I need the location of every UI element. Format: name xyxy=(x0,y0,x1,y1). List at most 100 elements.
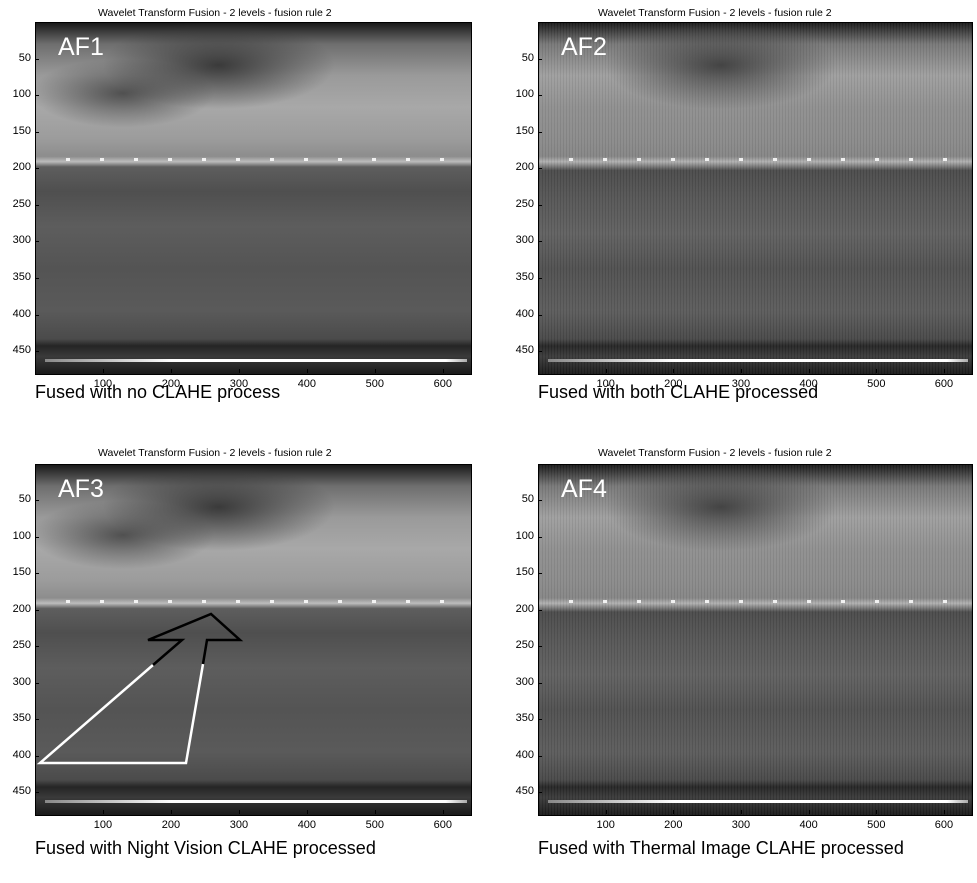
y-tick-label: 50 xyxy=(521,493,534,506)
y-tick-mark xyxy=(35,58,39,60)
y-tick-label: 450 xyxy=(12,344,31,357)
y-tick-label: 150 xyxy=(12,566,31,579)
y-tick-label: 400 xyxy=(12,748,31,761)
panel-title: Wavelet Transform Fusion - 2 levels - fu… xyxy=(598,7,832,19)
y-tick-label: 450 xyxy=(12,785,31,798)
x-tick-label: 600 xyxy=(934,378,954,390)
x-tick-label: 400 xyxy=(799,819,818,831)
y-tick-mark xyxy=(35,536,39,538)
x-tick-mark xyxy=(740,369,742,373)
x-tick-label: 400 xyxy=(799,378,818,390)
fused-image: AF4 xyxy=(538,464,973,816)
x-tick-label: 100 xyxy=(93,378,113,390)
y-tick-label: 300 xyxy=(12,675,31,688)
x-tick-mark xyxy=(238,369,240,373)
y-tick-mark xyxy=(538,168,542,170)
x-tick-label: 300 xyxy=(731,378,751,390)
y-tick-label: 50 xyxy=(18,51,31,64)
x-tick-label: 500 xyxy=(365,378,385,390)
x-tick-mark xyxy=(306,810,308,814)
y-tick-label: 450 xyxy=(515,785,534,798)
x-tick-mark xyxy=(876,369,878,373)
y-tick-mark xyxy=(35,314,39,316)
x-tick-label: 200 xyxy=(161,378,181,390)
y-tick-mark xyxy=(538,646,542,648)
x-tick-mark xyxy=(943,369,945,373)
x-tick-label: 600 xyxy=(433,819,452,831)
panel-label: AF1 xyxy=(58,33,104,61)
fused-image: AF2 xyxy=(538,22,973,375)
y-tick-label: 350 xyxy=(12,270,31,283)
panel-caption: Fused with no CLAHE process xyxy=(35,382,281,402)
y-tick-label: 400 xyxy=(12,307,31,320)
runway-lights xyxy=(36,599,471,603)
x-tick-label: 600 xyxy=(433,378,452,390)
y-tick-label: 250 xyxy=(12,197,31,210)
y-tick-label: 50 xyxy=(18,493,31,506)
y-tick-label: 200 xyxy=(12,602,31,615)
y-tick-label: 100 xyxy=(12,529,31,542)
y-tick-mark xyxy=(35,351,39,353)
y-tick-mark xyxy=(538,682,542,684)
panel-caption: Fused with both CLAHE processed xyxy=(538,382,819,402)
bottom-highlight xyxy=(44,358,467,362)
y-tick-mark xyxy=(35,755,39,757)
panel-caption: Fused with Night Vision CLAHE processed xyxy=(35,838,376,858)
y-tick-mark xyxy=(35,609,39,611)
fused-image: AF1 xyxy=(35,22,472,375)
x-tick-mark xyxy=(170,369,172,373)
y-tick-label: 350 xyxy=(12,712,31,725)
y-tick-mark xyxy=(35,792,39,794)
x-tick-mark xyxy=(808,369,810,373)
y-tick-label: 350 xyxy=(515,270,534,283)
x-tick-mark xyxy=(102,810,104,814)
x-tick-label: 300 xyxy=(229,819,249,831)
y-tick-mark xyxy=(538,277,542,279)
x-tick-mark xyxy=(102,369,104,373)
y-tick-mark xyxy=(35,241,39,243)
x-tick-label: 100 xyxy=(596,378,615,390)
runway-lights xyxy=(36,158,471,162)
x-tick-mark xyxy=(306,369,308,373)
x-tick-label: 300 xyxy=(229,378,249,390)
y-tick-label: 150 xyxy=(515,124,534,137)
panel-title: Wavelet Transform Fusion - 2 levels - fu… xyxy=(98,7,332,19)
y-tick-mark xyxy=(538,755,542,757)
x-tick-mark xyxy=(605,810,607,814)
y-tick-label: 250 xyxy=(515,197,534,210)
bottom-highlight xyxy=(44,799,467,803)
x-tick-mark xyxy=(605,369,607,373)
y-tick-label: 50 xyxy=(521,51,534,64)
arrow-shaft-white xyxy=(36,663,205,765)
arrow-head-black xyxy=(147,612,244,666)
runway-lights xyxy=(539,599,972,603)
x-tick-mark xyxy=(238,810,240,814)
y-tick-mark xyxy=(538,204,542,206)
y-tick-mark xyxy=(35,682,39,684)
x-tick-label: 200 xyxy=(664,819,683,831)
x-tick-label: 300 xyxy=(731,819,751,831)
y-tick-label: 300 xyxy=(12,234,31,247)
x-tick-mark xyxy=(374,810,376,814)
y-tick-mark xyxy=(538,241,542,243)
y-tick-mark xyxy=(538,131,542,133)
y-tick-label: 200 xyxy=(515,161,534,174)
y-tick-label: 100 xyxy=(515,529,534,542)
x-tick-mark xyxy=(943,810,945,814)
y-tick-label: 200 xyxy=(12,161,31,174)
x-tick-mark xyxy=(374,369,376,373)
x-tick-mark xyxy=(673,369,675,373)
panel-label: AF2 xyxy=(561,33,607,61)
panel-caption: Fused with Thermal Image CLAHE processed xyxy=(538,838,904,858)
y-tick-mark xyxy=(35,277,39,279)
runway-lights xyxy=(539,158,972,162)
x-tick-label: 100 xyxy=(596,819,615,831)
x-tick-mark xyxy=(876,810,878,814)
y-tick-label: 300 xyxy=(515,234,534,247)
y-tick-mark xyxy=(538,719,542,721)
x-tick-mark xyxy=(740,810,742,814)
panel-title: Wavelet Transform Fusion - 2 levels - fu… xyxy=(98,447,332,459)
y-tick-mark xyxy=(35,719,39,721)
y-tick-label: 150 xyxy=(12,124,31,137)
x-tick-label: 500 xyxy=(867,819,886,831)
